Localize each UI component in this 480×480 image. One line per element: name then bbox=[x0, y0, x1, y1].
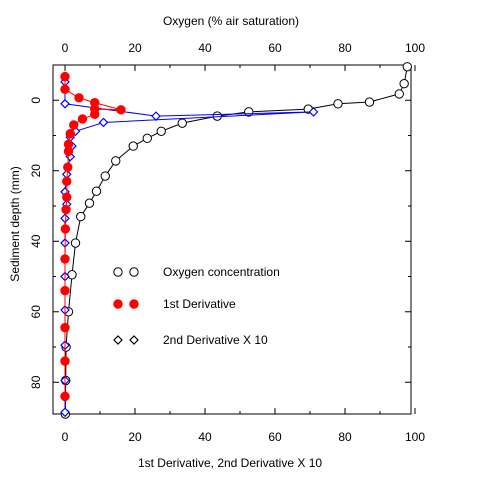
data-point-first bbox=[60, 71, 70, 82]
top-x-tick-label: 100 bbox=[405, 41, 425, 55]
top-x-tick-label: 0 bbox=[62, 41, 69, 55]
legend-marker-first bbox=[129, 299, 139, 309]
data-point-oxygen bbox=[394, 89, 404, 99]
series-second bbox=[60, 77, 319, 418]
data-point-first bbox=[60, 391, 70, 402]
data-point-oxygen bbox=[91, 186, 102, 196]
bottom-x-tick-label: 60 bbox=[268, 430, 282, 444]
data-point-first bbox=[90, 109, 100, 120]
data-point-first bbox=[62, 192, 72, 202]
data-point-second bbox=[98, 117, 109, 128]
series-layer bbox=[60, 62, 412, 419]
data-point-oxygen bbox=[177, 118, 187, 128]
legend-label-first: 1st Derivative bbox=[163, 297, 236, 311]
y-tick-label: 0 bbox=[29, 97, 43, 104]
series-line-second bbox=[64, 81, 314, 413]
data-point-first bbox=[62, 176, 72, 187]
data-point-first bbox=[63, 162, 73, 172]
data-point-second bbox=[60, 98, 70, 109]
bottom-x-tick-label: 0 bbox=[62, 430, 69, 444]
bottom-x-tick-label: 100 bbox=[405, 430, 425, 444]
series-first bbox=[60, 71, 126, 402]
data-point-first bbox=[69, 120, 79, 130]
legend-label-oxygen: Oxygen concentration bbox=[163, 265, 280, 279]
data-point-oxygen bbox=[156, 126, 166, 136]
bottom-x-axis: 0 20 40 60 80 100 bbox=[62, 408, 425, 444]
legend-marker-second bbox=[129, 335, 139, 345]
legend-marker-second bbox=[113, 335, 123, 345]
data-point-oxygen bbox=[142, 133, 152, 144]
data-point-first bbox=[63, 146, 74, 157]
data-point-second bbox=[60, 213, 70, 224]
y-tick-label: 20 bbox=[29, 164, 43, 178]
y-tick-label: 40 bbox=[29, 234, 43, 248]
bottom-axis-title: 1st Derivative, 2nd Derivative X 10 bbox=[138, 456, 322, 470]
data-point-oxygen bbox=[70, 238, 81, 248]
bottom-x-tick-label: 80 bbox=[338, 430, 352, 444]
series-oxygen bbox=[60, 62, 412, 419]
top-axis-title: Oxygen (% air saturation) bbox=[163, 14, 299, 28]
data-point-oxygen bbox=[399, 78, 409, 89]
data-point-oxygen bbox=[364, 97, 375, 107]
y-tick-label: 80 bbox=[29, 375, 43, 389]
legend-marker-oxygen bbox=[113, 267, 123, 277]
bottom-x-tick-label: 20 bbox=[128, 430, 142, 444]
legend-marker-first bbox=[113, 299, 123, 309]
data-point-first bbox=[60, 224, 71, 234]
data-point-first bbox=[60, 254, 70, 264]
data-point-first bbox=[65, 129, 75, 139]
data-point-first bbox=[60, 84, 70, 95]
legend-marker-oxygen bbox=[129, 267, 139, 277]
data-point-first bbox=[116, 105, 126, 115]
data-point-second bbox=[308, 107, 319, 117]
legend-label-second: 2nd Derivative X 10 bbox=[163, 333, 268, 347]
data-point-oxygen bbox=[402, 62, 412, 72]
data-point-oxygen bbox=[100, 171, 110, 181]
legend: Oxygen concentration 1st Derivative 2nd De… bbox=[113, 265, 280, 347]
bottom-x-tick-label: 40 bbox=[198, 430, 212, 444]
data-point-second bbox=[151, 111, 161, 121]
data-point-first bbox=[61, 204, 71, 215]
y-axis: 0 20 40 60 80 bbox=[29, 64, 411, 389]
top-x-axis: 0 20 40 60 80 100 bbox=[62, 41, 425, 71]
top-x-tick-label: 20 bbox=[128, 41, 142, 55]
y-axis-title: Sediment depth (mm) bbox=[8, 166, 22, 281]
data-point-oxygen bbox=[76, 211, 86, 222]
top-x-tick-label: 80 bbox=[338, 41, 352, 55]
series-line-oxygen bbox=[64, 66, 408, 415]
data-point-first bbox=[60, 356, 70, 366]
data-point-first bbox=[77, 114, 88, 124]
data-point-oxygen bbox=[84, 198, 95, 208]
data-point-oxygen bbox=[111, 156, 121, 166]
top-x-tick-label: 60 bbox=[268, 41, 282, 55]
plot-frame bbox=[52, 64, 412, 415]
data-point-oxygen bbox=[333, 99, 343, 109]
data-point-first bbox=[60, 322, 70, 333]
data-point-first bbox=[60, 285, 70, 296]
data-point-oxygen bbox=[67, 270, 77, 280]
data-point-first bbox=[74, 93, 84, 103]
y-tick-label: 60 bbox=[29, 305, 43, 319]
data-point-oxygen bbox=[128, 141, 138, 151]
top-x-tick-label: 40 bbox=[198, 41, 212, 55]
data-point-second bbox=[60, 407, 70, 418]
